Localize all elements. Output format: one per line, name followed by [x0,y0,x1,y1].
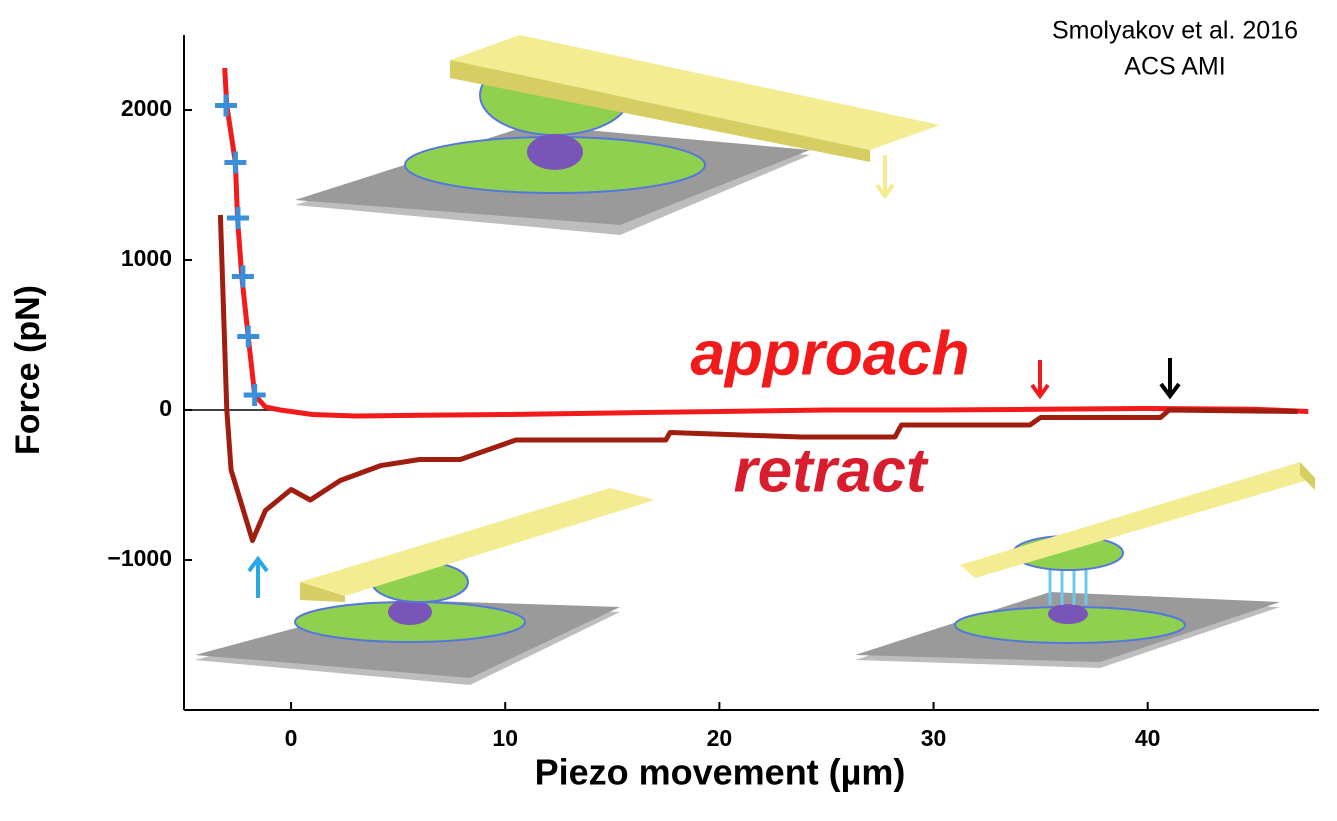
cantilever [300,582,345,602]
cross-marker [214,94,237,117]
arrow [1030,360,1050,400]
arrow [875,155,895,200]
cantilever [450,35,940,150]
nucleus [527,134,583,170]
cartoons [195,35,1315,685]
x-tick-label: 20 [707,725,733,751]
x-tick-label: 30 [921,725,947,751]
cross-marker [243,384,266,406]
cross-marker [231,265,254,288]
cantilever [1300,462,1315,490]
y-tick-label: −1000 [107,545,172,571]
cross-marker [224,151,247,174]
cantilever [450,60,870,162]
x-axis-label: Piezo movement (µm) [535,752,906,793]
nucleus [1048,604,1088,624]
cross-marker [237,325,260,348]
cross-marker [226,207,249,229]
y-tick-label: 1000 [121,245,172,271]
citation: Smolyakov et al. 2016 [1052,17,1298,45]
x-tick-label: 0 [285,725,298,751]
arrow [247,555,269,598]
annotation: approach [690,319,969,388]
y-tick-label: 0 [159,395,172,421]
series-line [217,214,1298,543]
nucleus [388,599,432,625]
y-tick-label: 2000 [121,95,172,121]
y-axis-label: Force (pN) [9,285,47,455]
cantilever [300,488,655,596]
series-line [222,67,1309,419]
citation: ACS AMI [1124,53,1225,81]
x-tick-label: 10 [492,725,518,751]
cantilever [960,462,1315,578]
annotation: retract [734,436,929,505]
x-tick-label: 40 [1135,725,1161,751]
arrows [247,155,1181,598]
arrow [1159,358,1181,400]
